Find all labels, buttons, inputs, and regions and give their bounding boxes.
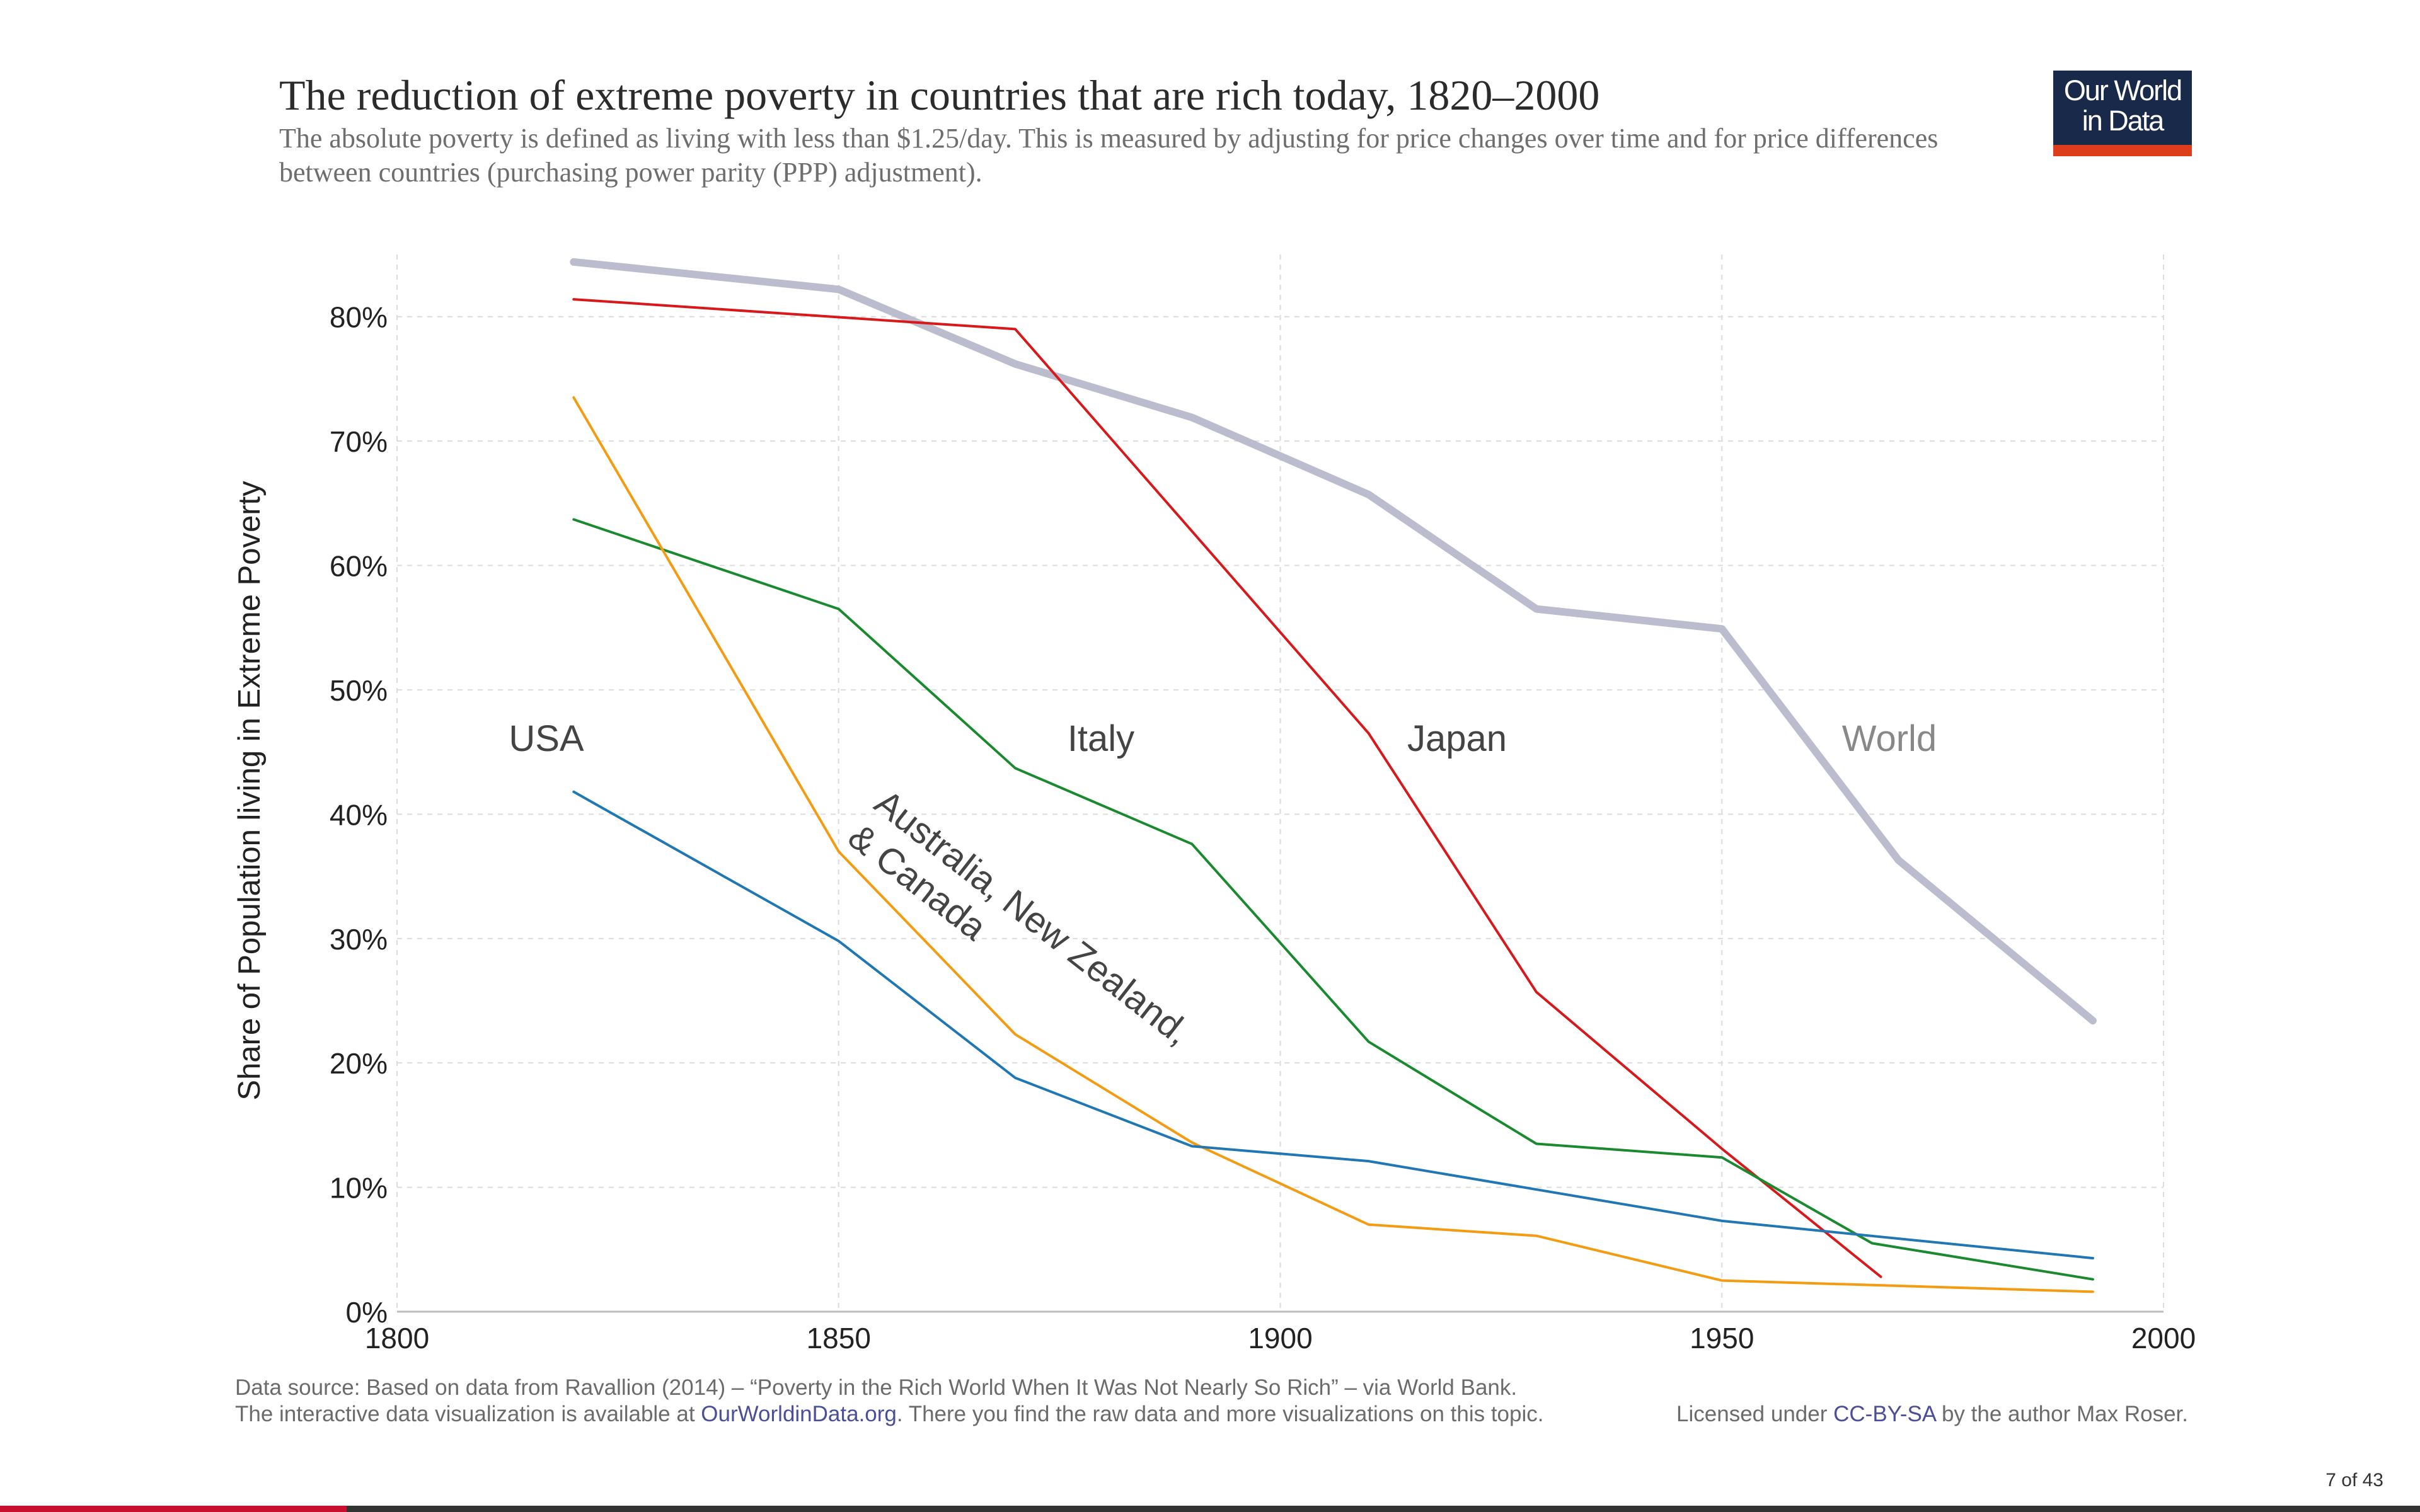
series-line-italy	[572, 518, 2094, 1281]
x-tick-label: 1900	[1248, 1322, 1312, 1354]
series-annotation: World	[1842, 718, 1937, 759]
y-tick-label: 30%	[330, 923, 388, 956]
license-suffix: by the author Max Roser.	[1935, 1402, 2188, 1426]
logo-text-line1: Our World	[2063, 74, 2182, 106]
license-link[interactable]: CC-BY-SA	[1833, 1402, 1936, 1426]
axis-layer: 0% 10% 20% 30% 40% 50% 60% 70% 80% 1800 1850 1900 19…	[330, 301, 2196, 1354]
license-note: Licensed under CC-BY-SA by the author Ma…	[1676, 1402, 2188, 1427]
series-line-usa	[572, 790, 2094, 1260]
y-tick-label: 40%	[330, 798, 388, 831]
interactive-note-prefix: The interactive data visualization is av…	[235, 1402, 701, 1426]
owid-link[interactable]: OurWorldinData.org	[701, 1402, 897, 1426]
series-line-japan	[572, 298, 1882, 1278]
grid-layer	[396, 255, 2164, 1312]
owid-logo[interactable]: Our World in Data	[2053, 71, 2192, 156]
series-annotation: Italy	[1068, 718, 1134, 759]
y-tick-label: 0%	[346, 1296, 388, 1329]
chart-subtitle: The absolute poverty is defined as livin…	[279, 123, 1939, 188]
y-tick-label: 60%	[330, 550, 388, 583]
page-number: 7 of 43	[2325, 1470, 2383, 1491]
data-source-note: Data source: Based on data from Ravallio…	[235, 1375, 1518, 1400]
y-tick-label: 70%	[330, 425, 388, 458]
logo-accent-bar	[2053, 145, 2192, 156]
series-annotation: Australia, New Zealand,	[867, 782, 1198, 1053]
series-line-world	[570, 258, 2097, 1025]
progress-bar-fill	[0, 1506, 347, 1512]
x-tick-label: 1850	[807, 1322, 871, 1354]
license-prefix: Licensed under	[1676, 1402, 1834, 1426]
logo-text-line2: in Data	[2082, 105, 2165, 137]
y-axis-label: Share of Population living in Extreme Po…	[233, 481, 267, 1101]
progress-bar-track	[0, 1506, 2420, 1512]
series-annotation: USA	[509, 718, 584, 759]
y-tick-label: 20%	[330, 1047, 388, 1080]
y-tick-label: 10%	[330, 1172, 388, 1205]
series-annotation: Japan	[1407, 718, 1507, 759]
series-line-australia-new-zealand-canada	[572, 396, 2094, 1293]
y-tick-label: 80%	[330, 301, 388, 334]
series-layer	[570, 258, 2097, 1293]
interactive-note-suffix: . There you find the raw data and more v…	[896, 1402, 1544, 1426]
x-tick-label: 2000	[2131, 1322, 2196, 1354]
x-tick-label: 1950	[1690, 1322, 1754, 1354]
y-tick-label: 50%	[330, 674, 388, 707]
interactive-note: The interactive data visualization is av…	[235, 1402, 1543, 1427]
x-tick-label: 1800	[365, 1322, 429, 1354]
chart-title: The reduction of extreme poverty in coun…	[279, 71, 1600, 119]
label-layer: USA Italy Japan World Australia, New Zealand…	[509, 718, 1937, 1053]
